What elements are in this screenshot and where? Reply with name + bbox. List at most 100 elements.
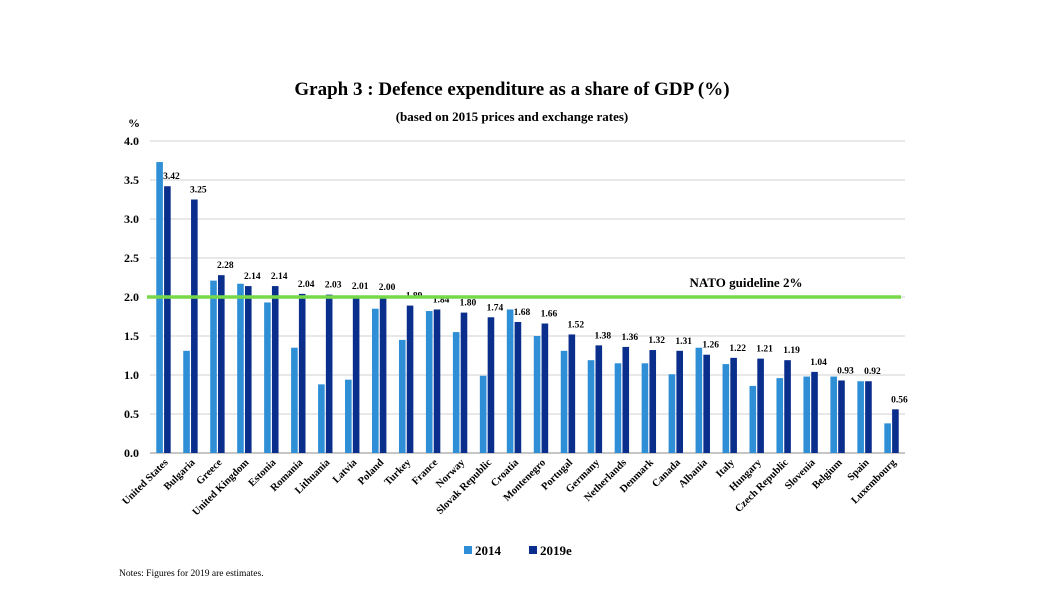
data-label: 1.04 [810,358,827,368]
bar-2014 [398,339,406,453]
y-tick-label: 2.5 [124,251,139,265]
category-label: Latvia [331,457,360,486]
y-tick-label: 2.0 [124,290,139,304]
bar-2019e [514,321,522,453]
y-axis-label: % [128,116,140,130]
bar-2019e [838,380,845,453]
data-label: 1.74 [487,303,504,313]
data-label: 2.14 [271,272,288,282]
bar-2014 [614,363,622,453]
chart-subtitle: (based on 2015 prices and exchange rates… [396,109,629,124]
y-tick-label: 0.0 [124,446,139,460]
data-label: 1.38 [594,331,611,341]
bar-2014 [264,302,271,453]
bar-2019e [460,312,468,453]
data-label: 0.92 [864,367,881,377]
bar-2014 [452,332,460,453]
bar-2019e [325,294,333,453]
bar-2019e [676,350,684,453]
data-label: 1.19 [783,346,800,356]
category-label: Belgium [811,457,845,491]
data-label: 2.00 [379,283,396,293]
y-tick-label: 0.5 [124,407,139,421]
data-label: 1.21 [756,345,773,355]
bar-2014 [857,381,864,453]
bar-2014 [183,350,190,453]
bar-2014 [318,384,325,453]
bar-2014 [830,376,837,453]
bar-2014 [291,347,298,453]
legend-label: 2014 [475,543,502,558]
bar-2019e [164,186,171,454]
bar-2019e [703,354,710,453]
nato-guideline: NATO guideline 2% [147,275,901,299]
legend-swatch [464,546,472,554]
bar-2014 [210,280,217,453]
bar-2019e [568,334,576,453]
y-tick-label: 3.0 [124,212,139,226]
bar-2019e [865,381,872,453]
bar-2014 [884,423,891,453]
bar-2019e [406,305,414,453]
bar-2014 [776,378,784,453]
bar-2019e [379,297,387,453]
data-label: 1.52 [568,320,585,330]
bar-2019e [784,360,791,453]
category-label: Turkey [383,457,414,488]
category-label: Poland [356,457,386,487]
bar-2014 [695,347,703,453]
data-label: 1.32 [648,336,665,346]
bar-2019e [271,286,279,453]
data-label: 2.14 [244,272,261,282]
y-tick-label: 4.0 [124,134,139,148]
bar-2019e [541,323,549,453]
data-label: 2.04 [298,280,315,290]
chart-title: Graph 3 : Defence expenditure as a share… [294,79,729,100]
bar-2019e [352,296,360,453]
data-label: 1.36 [621,333,638,343]
legend: 2014 2019e [464,543,572,558]
bars [156,162,899,454]
bar-2019e [298,293,306,453]
category-label: Italy [714,457,737,480]
data-label: 1.22 [729,344,746,354]
bar-2014 [641,363,649,453]
data-label: 1.80 [460,299,477,309]
bar-2019e [218,275,225,453]
bar-2014 [749,385,757,453]
data-label: 3.42 [163,172,180,182]
bar-2014 [237,283,244,453]
bar-2014 [587,360,595,453]
chart-note: Notes: Figures for 2019 are estimates. [119,568,264,579]
bar-2014 [668,374,676,453]
bar-2014 [803,376,811,453]
bar-2019e [892,409,899,453]
bar-2019e [730,357,737,453]
bar-2019e [622,346,630,453]
y-tick-labels: 0.0 0.5 1.0 1.5 2.0 2.5 3.0 3.5 4.0 [124,134,139,460]
data-label: 1.68 [514,308,531,318]
y-tick-label: 3.5 [124,173,139,187]
data-label: 3.25 [190,186,207,196]
category-label: Albania [677,457,710,490]
data-label: 1.66 [541,310,558,320]
nato-guideline-label: NATO guideline 2% [690,275,803,290]
category-label: United States [121,457,171,507]
data-label: 1.26 [702,341,719,351]
bar-2019e [487,317,495,453]
bar-2014 [371,308,379,453]
data-label: 0.93 [837,366,854,376]
bar-2014 [506,309,514,453]
data-label: 2.03 [325,281,342,291]
data-label: 0.56 [891,395,908,405]
bar-2019e [649,350,657,453]
bar-2014 [425,311,433,453]
data-label: 2.28 [217,261,234,271]
bar-2014 [156,162,163,453]
bar-2014 [533,336,541,453]
bar-2019e [191,199,198,453]
bar-2019e [595,345,603,453]
y-tick-label: 1.5 [124,329,139,343]
